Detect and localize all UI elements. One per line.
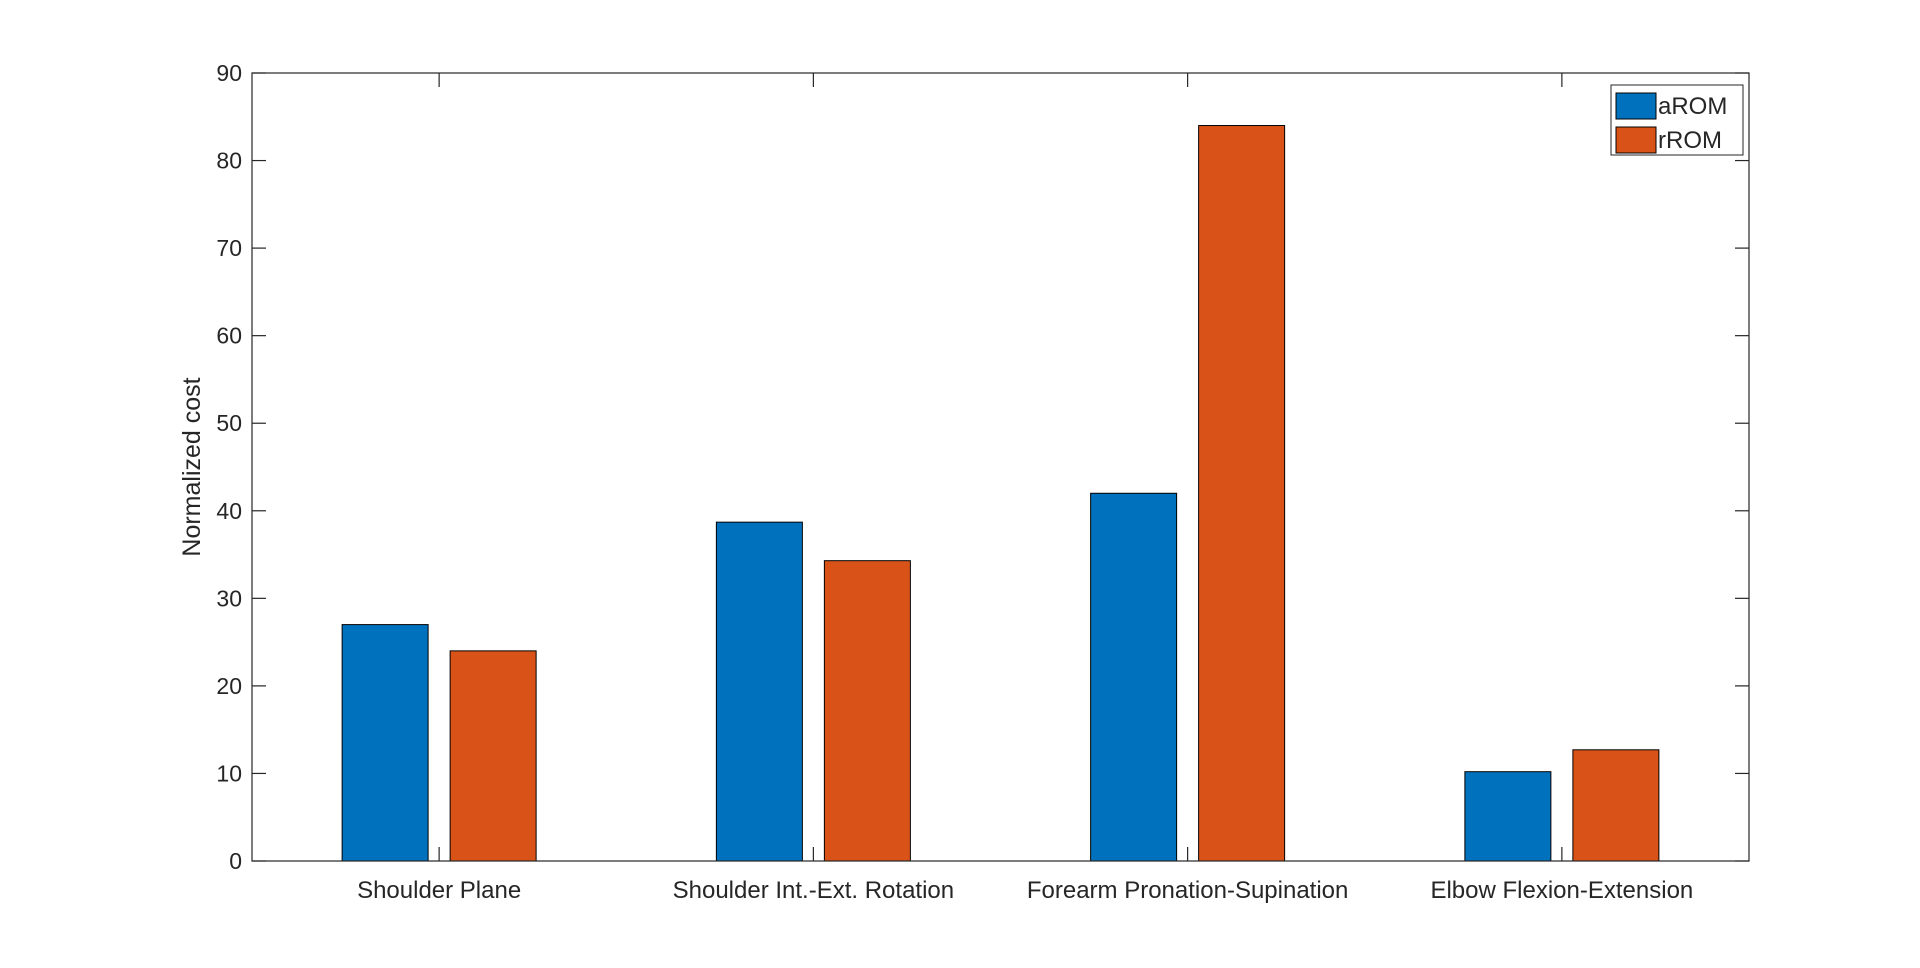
y-tick-label-10: 10 xyxy=(216,760,242,786)
legend: aROM rROM xyxy=(1610,84,1744,156)
y-tick-label-80: 80 xyxy=(216,148,242,174)
legend-swatch-arom xyxy=(1615,92,1657,120)
x-tick-label-2: Forearm Pronation-Supination xyxy=(1027,877,1349,904)
bar-arom-1 xyxy=(715,521,803,862)
bar-rrom-1 xyxy=(823,560,911,862)
x-tick-label-3: Elbow Flexion-Extension xyxy=(1430,877,1693,904)
legend-label-arom: aROM xyxy=(1658,93,1727,120)
y-tick-label-90: 90 xyxy=(216,60,242,86)
y-tick-labels: 0 10 20 30 40 50 60 70 80 90 xyxy=(216,60,242,874)
x-tick-labels: Shoulder Plane Shoulder Int.-Ext. Rotatio… xyxy=(357,877,1693,904)
bar-rrom-0 xyxy=(449,650,537,862)
y-tick-label-40: 40 xyxy=(216,498,242,524)
y-tick-label-70: 70 xyxy=(216,235,242,261)
x-tick-label-1: Shoulder Int.-Ext. Rotation xyxy=(673,877,954,904)
bar-arom-3 xyxy=(1464,771,1552,862)
bar-rrom-3 xyxy=(1572,749,1660,862)
bar-arom-0 xyxy=(341,624,429,862)
plot-frame xyxy=(251,72,1750,862)
bar-arom-2 xyxy=(1090,492,1178,862)
bars-layer xyxy=(341,125,1660,862)
legend-swatch-rrom xyxy=(1615,126,1657,154)
x-tick-label-0: Shoulder Plane xyxy=(357,877,521,904)
y-tick-label-50: 50 xyxy=(216,410,242,436)
y-tick-label-30: 30 xyxy=(216,585,242,611)
bar-rrom-2 xyxy=(1198,125,1286,862)
y-axis-title: Normalized cost xyxy=(178,377,206,556)
y-tick-label-20: 20 xyxy=(216,673,242,699)
legend-label-rrom: rROM xyxy=(1658,127,1722,154)
y-tick-label-60: 60 xyxy=(216,323,242,349)
y-tick-label-0: 0 xyxy=(229,848,242,874)
